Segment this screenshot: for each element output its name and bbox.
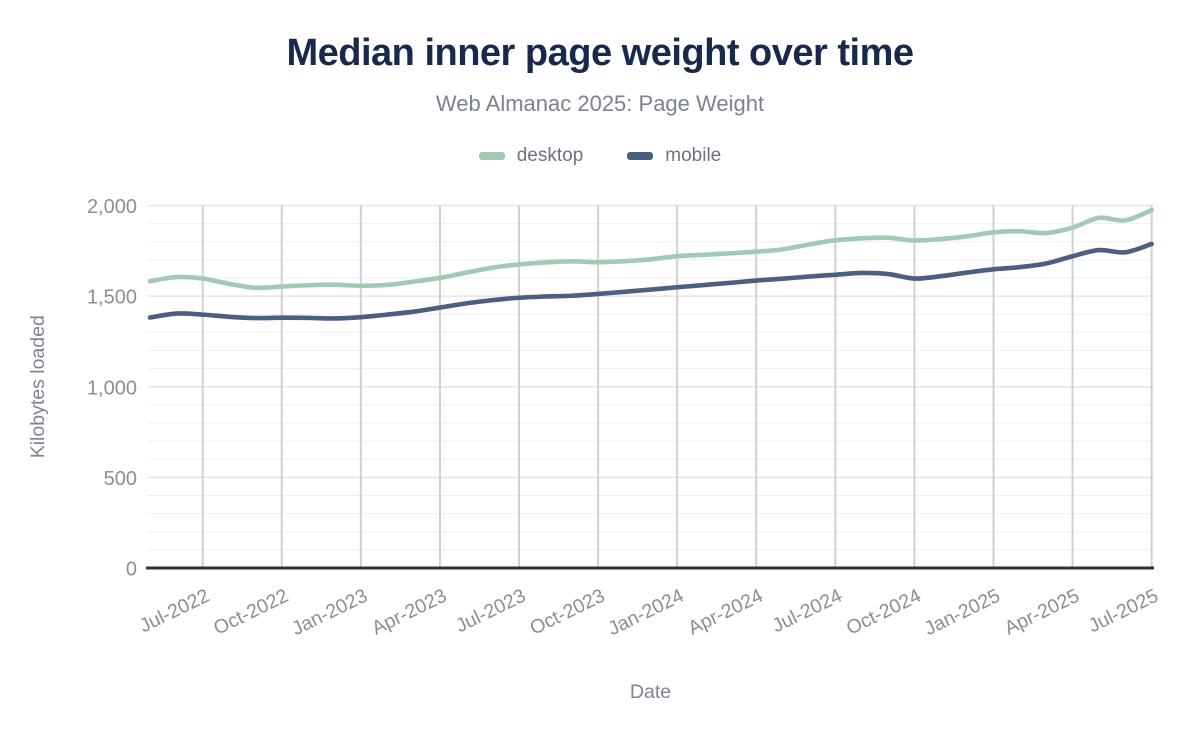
x-tick-label-Jul-2025: Jul-2025: [1085, 585, 1162, 638]
mobile-line[interactable]: [147, 241, 1154, 321]
x-tick-label-Jul-2023: Jul-2023: [452, 585, 529, 638]
y-tick-label-1000: 1,000: [87, 377, 137, 399]
legend-label-desktop: desktop: [516, 145, 584, 166]
x-tick-label-Apr-2025: Apr-2025: [1001, 585, 1083, 640]
chart-subtitle: Web Almanac 2025: Page Weight: [435, 91, 765, 116]
x-tick-label-Oct-2024: Oct-2024: [843, 585, 925, 640]
y-tick-label-2000: 2,000: [87, 196, 137, 218]
x-tick-label-Jul-2022: Jul-2022: [136, 585, 213, 638]
x-tick-label-Oct-2023: Oct-2023: [527, 585, 609, 640]
y-tick-label-500: 500: [104, 468, 137, 490]
x-tick-label-Apr-2023: Apr-2023: [368, 585, 450, 640]
legend-item-desktop[interactable]: desktop: [478, 145, 584, 167]
x-tick-label-Jul-2024: Jul-2024: [769, 585, 846, 638]
x-tick-label-Jan-2023: Jan-2023: [288, 585, 371, 640]
legend-swatch-mobile: [627, 152, 654, 160]
y-tick-label-1500: 1,500: [87, 287, 137, 309]
x-axis-title: Date: [630, 681, 671, 703]
desktop-line[interactable]: [147, 207, 1154, 291]
x-tick-label-Apr-2024: Apr-2024: [685, 585, 767, 640]
legend: desktop mobile: [0, 145, 1200, 167]
y-tick-label-0: 0: [126, 559, 137, 581]
legend-item-mobile[interactable]: mobile: [627, 145, 721, 167]
x-tick-label-Jan-2025: Jan-2025: [921, 585, 1004, 640]
y-axis-title: Kilobytes loaded: [27, 315, 49, 458]
legend-label-mobile: mobile: [665, 145, 722, 166]
x-tick-label-Oct-2022: Oct-2022: [210, 585, 292, 640]
x-tick-label-Jan-2024: Jan-2024: [605, 585, 688, 640]
chart-title: Median inner page weight over time: [286, 32, 914, 74]
legend-swatch-desktop: [478, 152, 505, 160]
